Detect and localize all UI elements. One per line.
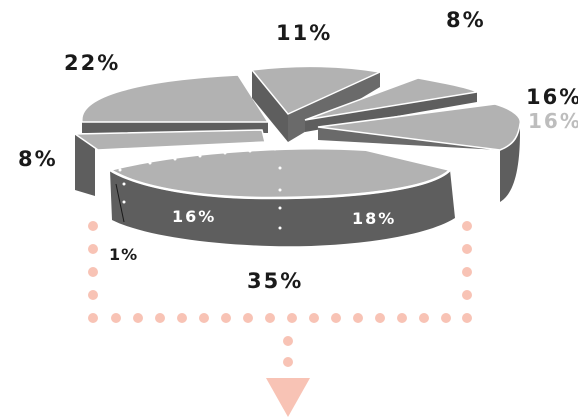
connector-dot <box>88 313 98 323</box>
connector-dot <box>88 290 98 300</box>
label-18-inner: 18% <box>352 209 396 228</box>
connector-dot <box>441 313 451 323</box>
label-35: 35% <box>247 269 303 293</box>
connector-dot <box>88 244 98 254</box>
connector-dot <box>353 313 363 323</box>
inner-dotted-guides <box>118 147 282 230</box>
connector-dot <box>419 313 429 323</box>
label-11: 11% <box>276 21 332 45</box>
leader-line-1 <box>115 183 125 223</box>
label-22: 22% <box>64 51 120 75</box>
connector-dot <box>397 313 407 323</box>
connector-dot <box>155 313 165 323</box>
connector-dot <box>221 313 231 323</box>
pie-slice-16-right <box>317 103 522 202</box>
label-8-left: 8% <box>18 147 58 171</box>
connector-dot <box>462 267 472 277</box>
label-1: 1% <box>109 245 138 264</box>
connector-dot <box>287 313 297 323</box>
connector-dot <box>88 267 98 277</box>
connector-dot <box>462 290 472 300</box>
ghost-label-16: 16% <box>528 109 578 133</box>
pie-slice-8-left <box>72 129 266 196</box>
connector-dot <box>265 313 275 323</box>
connector-dot <box>88 221 98 231</box>
connector-dot <box>283 357 293 367</box>
label-16-inner: 16% <box>172 207 216 226</box>
connector-dot <box>243 313 253 323</box>
connector-dot <box>177 313 187 323</box>
connector-arrow <box>266 378 310 417</box>
connector-dot <box>462 313 472 323</box>
connector-dot <box>133 313 143 323</box>
connector-dot <box>331 313 341 323</box>
connector-dot <box>375 313 385 323</box>
connector-dot <box>462 221 472 231</box>
connector-dot <box>462 244 472 254</box>
label-8-top: 8% <box>446 8 486 32</box>
connector-dot <box>309 313 319 323</box>
pie-slice-22 <box>81 74 270 133</box>
connector-dot <box>111 313 121 323</box>
pie-slice-35 <box>107 147 455 247</box>
connector-dot <box>283 336 293 346</box>
connector-dotted-frame <box>88 221 472 367</box>
connector-dot <box>199 313 209 323</box>
pie-slice-8-right <box>304 77 480 132</box>
label-16-right: 16% <box>526 85 578 109</box>
